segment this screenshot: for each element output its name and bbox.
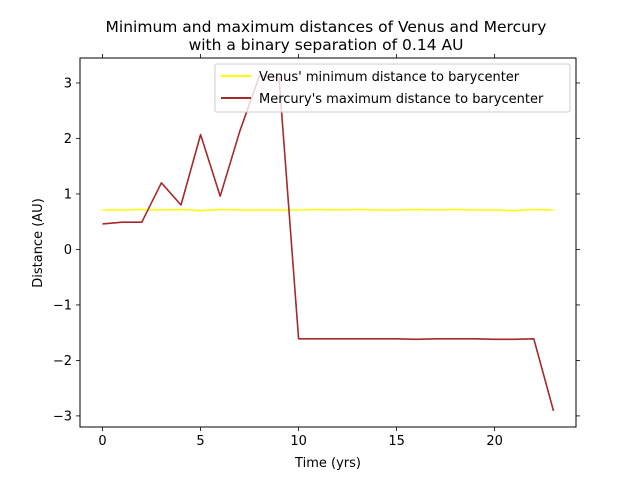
y-tick-label: 2 [64, 132, 72, 147]
x-tick-label: 10 [290, 434, 307, 449]
chart-title-line-2: with a binary separation of 0.14 AU [189, 36, 464, 54]
legend: Venus' minimum distance to barycenter Me… [214, 63, 571, 113]
series-line-0 [102, 208, 554, 212]
y-tick-label: 3 [64, 76, 72, 91]
y-axis: −3 −2 −1 0 1 2 3 [53, 76, 580, 424]
y-tick-label: 1 [64, 187, 72, 202]
y-tick-label: 0 [64, 243, 72, 258]
x-tick-label: 20 [486, 434, 503, 449]
x-tick-label: 0 [98, 434, 106, 449]
y-tick-label: −3 [53, 409, 72, 424]
legend-label-mercury: Mercury's maximum distance to barycenter [259, 92, 544, 107]
legend-label-venus: Venus' minimum distance to barycenter [259, 70, 520, 85]
x-axis-label: Time (yrs) [294, 456, 361, 471]
y-axis-label: Distance (AU) [31, 198, 46, 288]
chart-title-line-1: Minimum and maximum distances of Venus a… [106, 18, 547, 36]
x-axis: 0 5 10 15 20 [98, 54, 503, 449]
legend-box [214, 63, 571, 113]
plot-area [102, 75, 555, 412]
series-line-1 [102, 75, 555, 412]
y-tick-label: −1 [53, 298, 72, 313]
plot-frame [79, 57, 577, 428]
y-tick-label: −2 [53, 354, 72, 369]
x-tick-label: 5 [196, 434, 204, 449]
x-tick-label: 15 [388, 434, 405, 449]
